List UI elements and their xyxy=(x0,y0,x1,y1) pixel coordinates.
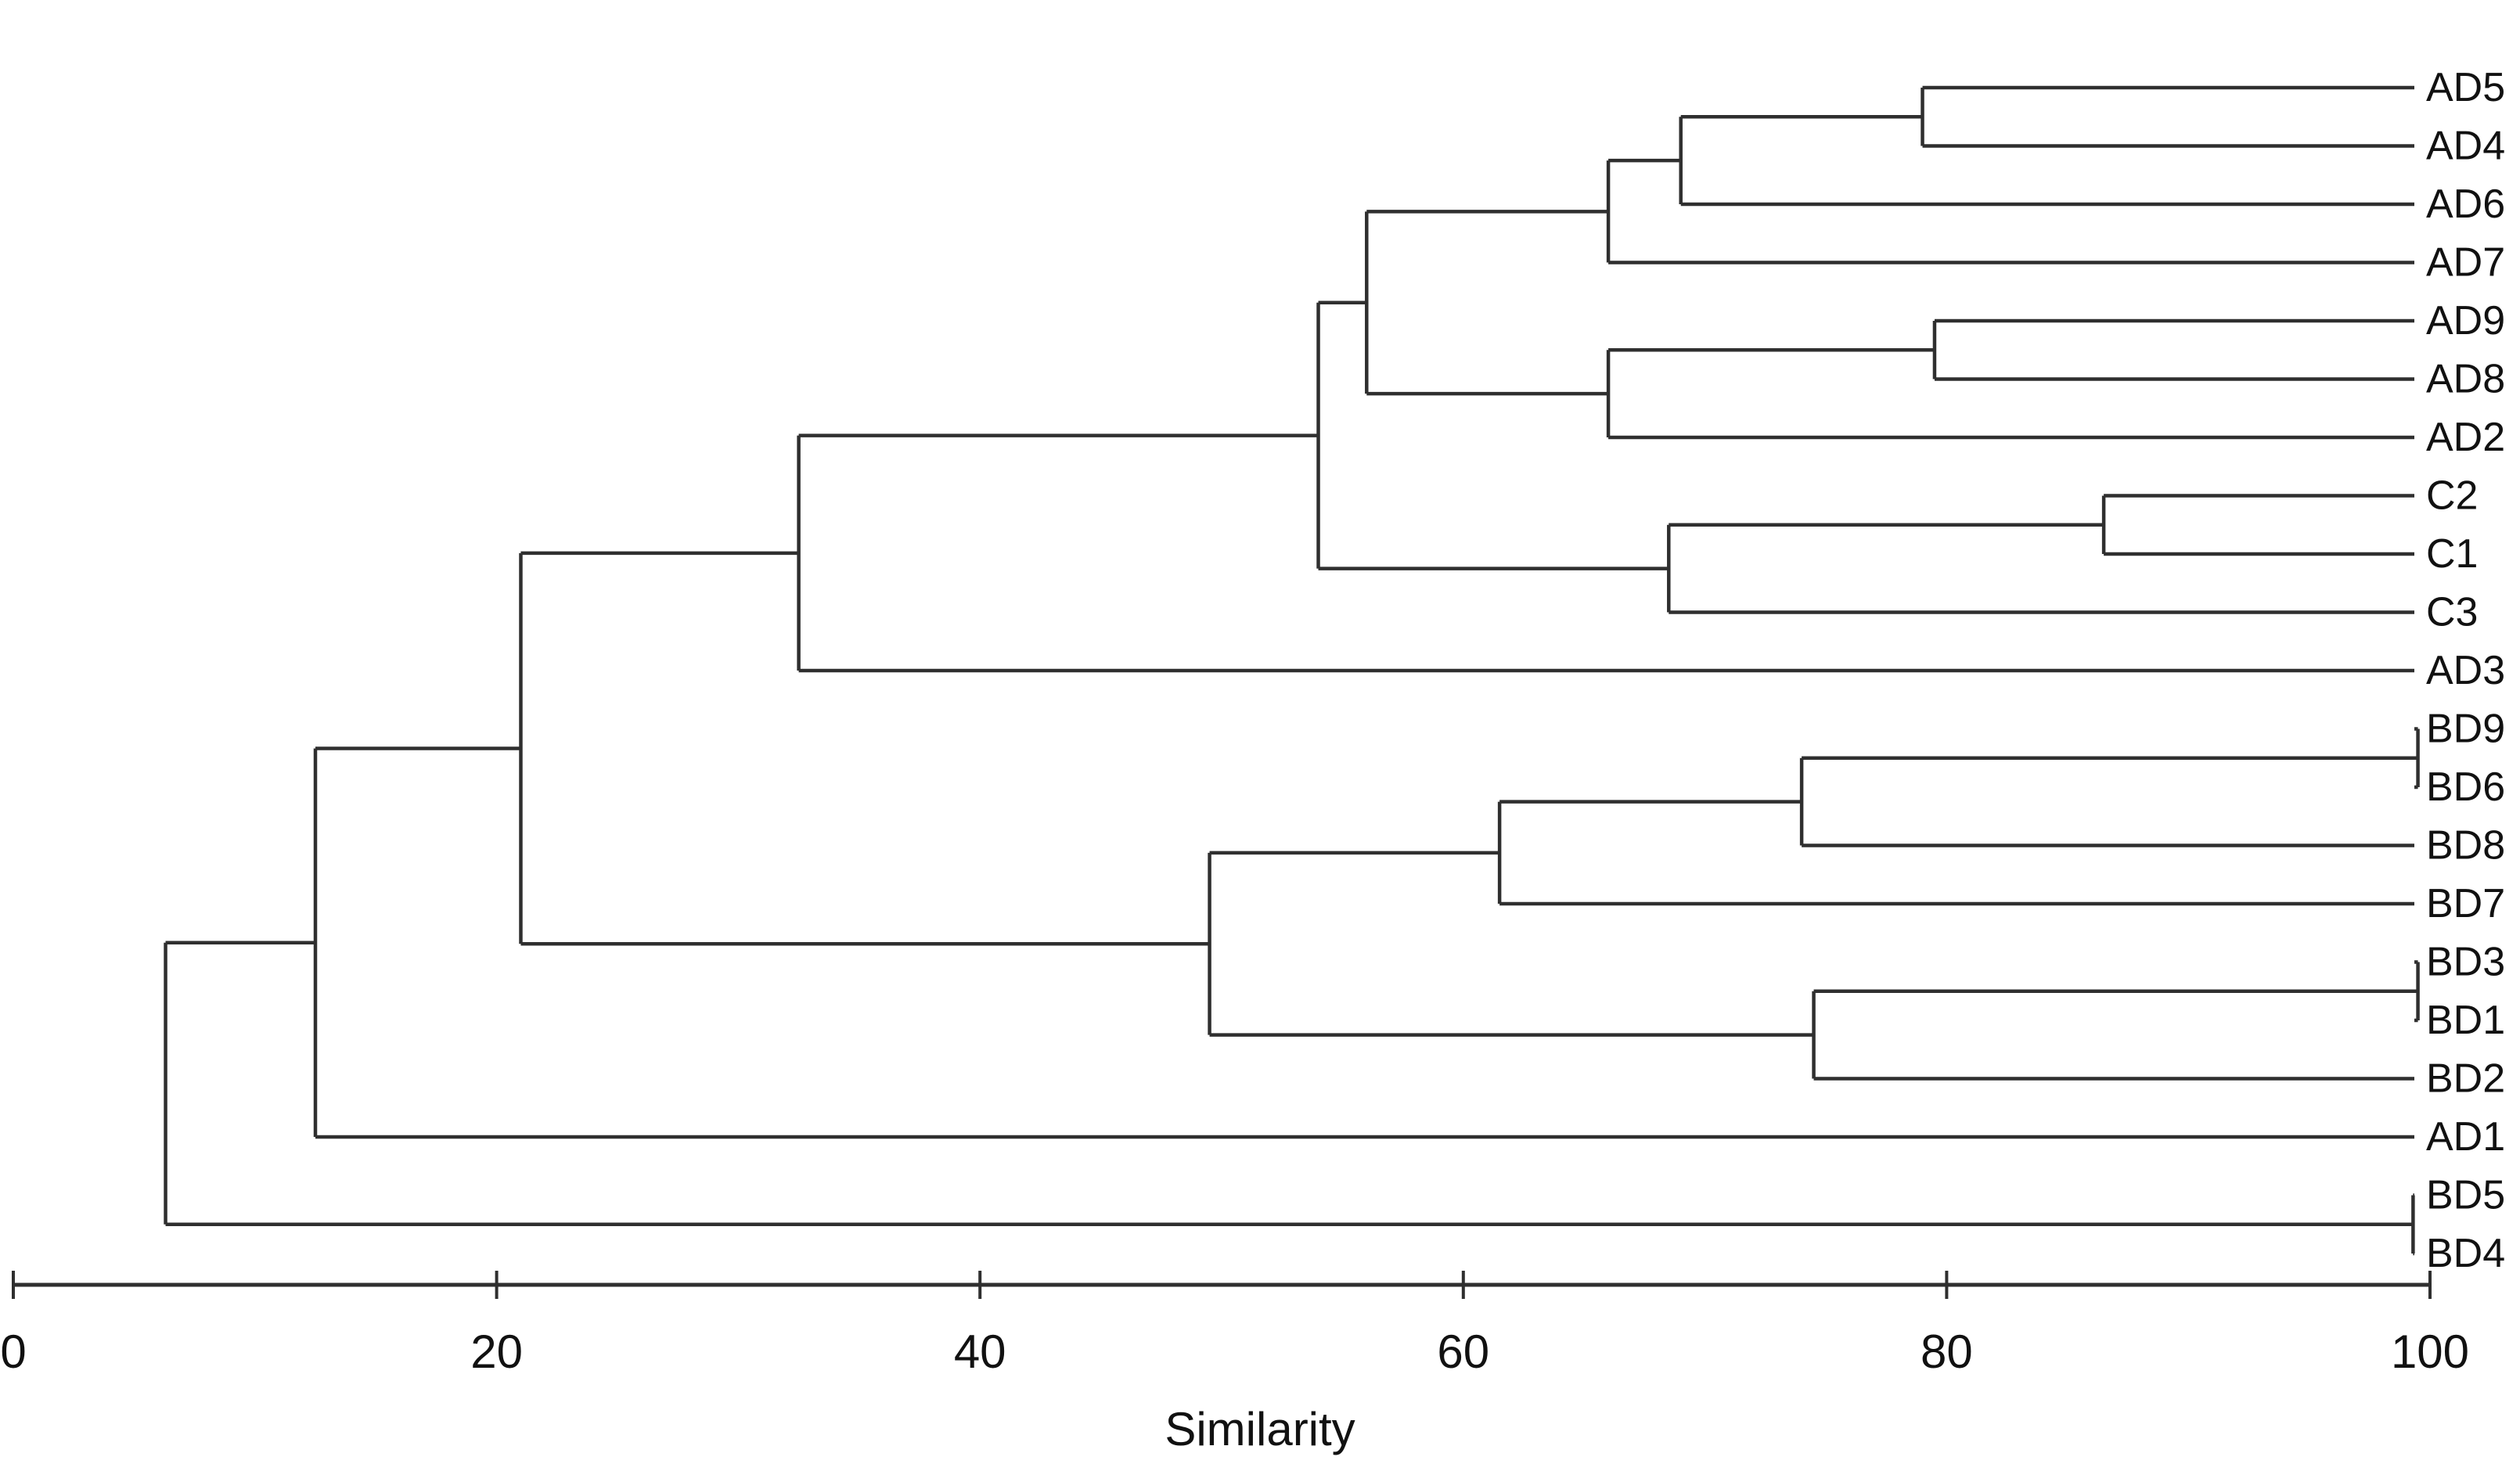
leaf-label-BD7: BD7 xyxy=(2426,881,2505,926)
leaf-label-C2: C2 xyxy=(2426,473,2478,519)
leaf-label-AD3: AD3 xyxy=(2426,648,2505,693)
leaf-label-AD4: AD4 xyxy=(2426,124,2505,169)
leaf-label-C1: C1 xyxy=(2426,531,2478,577)
leaf-label-BD6: BD6 xyxy=(2426,764,2505,810)
leaf-label-BD5: BD5 xyxy=(2426,1173,2505,1218)
x-axis-tick-label: 60 xyxy=(1437,1326,1489,1378)
x-axis-tick-label: 80 xyxy=(1921,1326,1973,1378)
x-axis-tick-label: 20 xyxy=(470,1326,523,1378)
leaf-label-BD9: BD9 xyxy=(2426,707,2505,752)
leaf-label-BD2: BD2 xyxy=(2426,1056,2505,1102)
leaf-label-BD8: BD8 xyxy=(2426,823,2505,869)
leaf-label-BD1: BD1 xyxy=(2426,998,2505,1043)
leaf-label-BD4: BD4 xyxy=(2426,1231,2505,1276)
leaf-label-AD1: AD1 xyxy=(2426,1114,2505,1160)
leaf-label-BD3: BD3 xyxy=(2426,940,2505,985)
x-axis-tick-label: 40 xyxy=(954,1326,1006,1378)
leaf-label-C3: C3 xyxy=(2426,590,2478,635)
leaf-label-AD8: AD8 xyxy=(2426,357,2505,402)
leaf-label-AD7: AD7 xyxy=(2426,240,2505,286)
leaf-label-AD9: AD9 xyxy=(2426,298,2505,344)
leaf-label-AD6: AD6 xyxy=(2426,182,2505,227)
x-axis-title: Similarity xyxy=(1165,1403,1355,1455)
x-axis-tick-label: 0 xyxy=(0,1326,26,1378)
leaf-label-AD2: AD2 xyxy=(2426,415,2505,460)
x-axis-tick-label: 100 xyxy=(2391,1326,2469,1378)
leaf-label-AD5: AD5 xyxy=(2426,65,2505,110)
